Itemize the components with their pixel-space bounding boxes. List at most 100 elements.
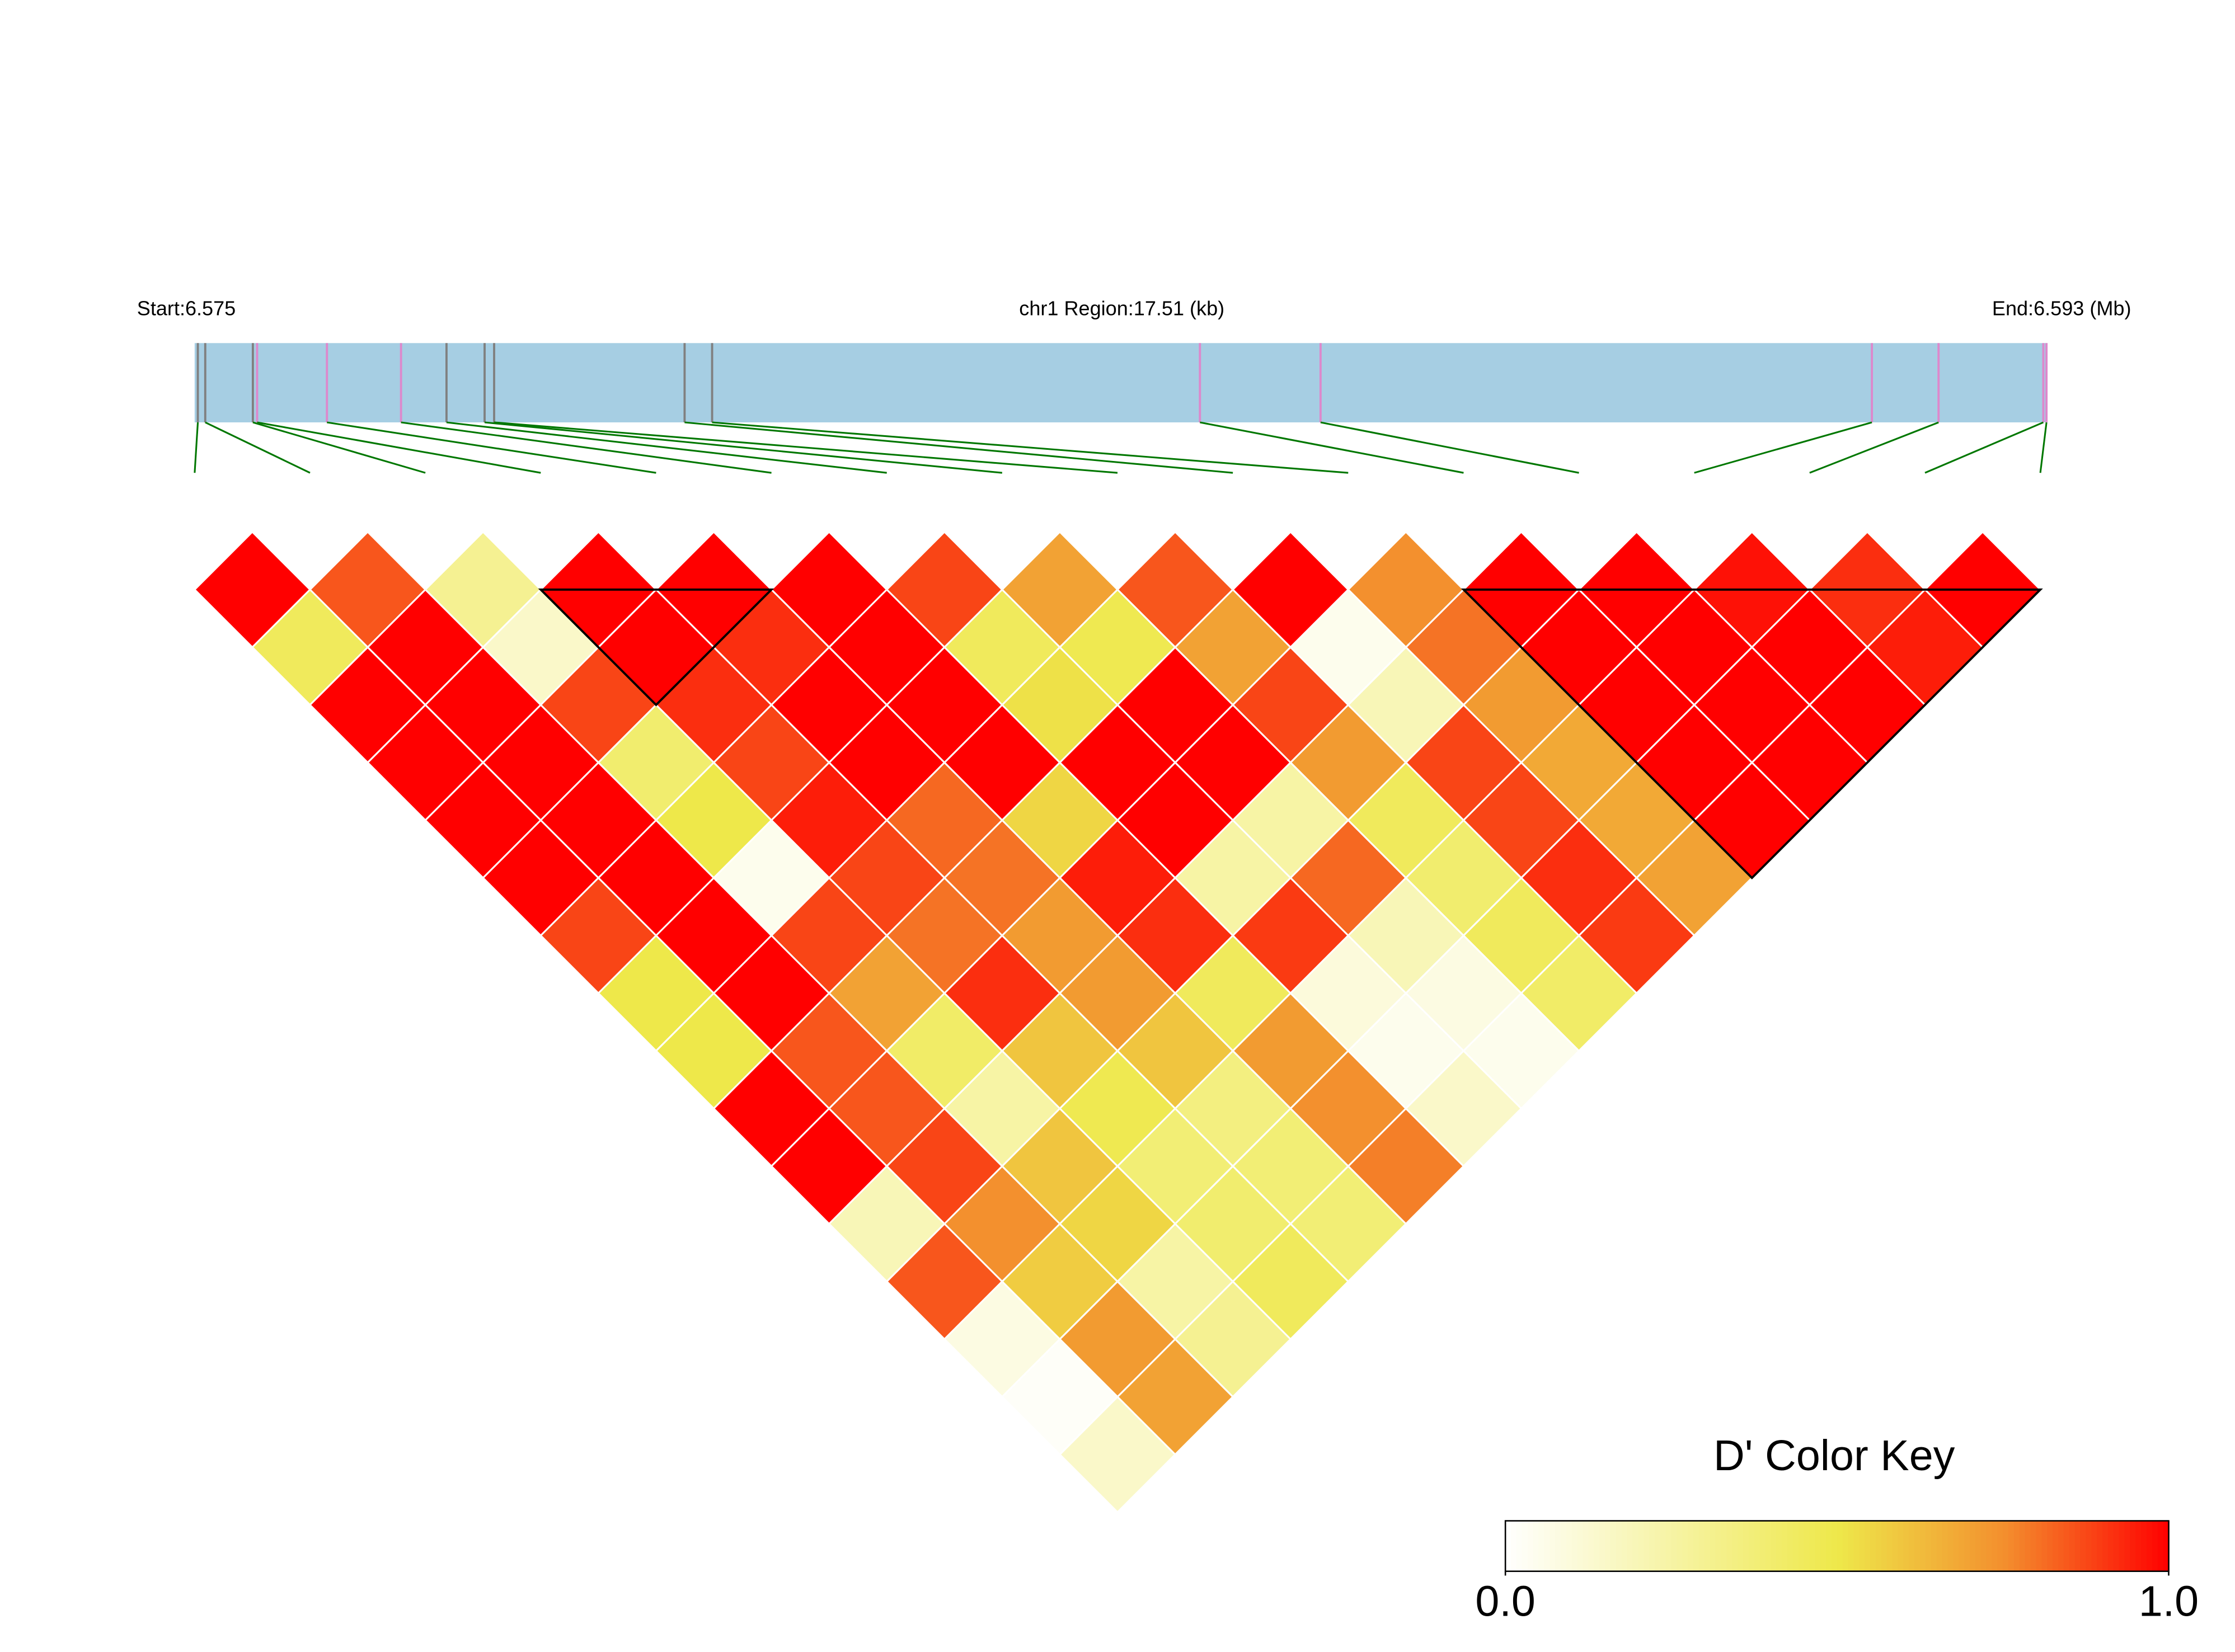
color-key-swatch [1831,1521,1838,1571]
color-key-swatch [1909,1521,1915,1571]
snp-link [1320,421,1579,474]
color-key-swatch [1660,1521,1666,1571]
color-key-swatch [1715,1521,1722,1571]
color-key-swatch [2036,1521,2043,1571]
color-key-swatch [1969,1521,1976,1571]
color-key-swatch [1505,1521,1512,1571]
color-key-swatch [2097,1521,2103,1571]
color-key-swatch [1538,1521,1545,1571]
color-key-swatch [1577,1521,1584,1571]
color-key-swatch [1875,1521,1882,1571]
snp-link [2039,422,2048,473]
color-key-swatch [2152,1521,2159,1571]
color-key-swatch [1654,1521,1661,1571]
color-key-swatch [1903,1521,1910,1571]
color-key-swatch [1964,1521,1971,1571]
color-key-swatch [1721,1521,1727,1571]
color-key-tick-label: 0.0 [1475,1577,1535,1625]
color-key-swatch [1688,1521,1694,1571]
color-key-swatch [1914,1521,1921,1571]
color-key-swatch [1704,1521,1711,1571]
color-key-swatch [2030,1521,2037,1571]
color-key-swatch [1571,1521,1578,1571]
snp-link [327,421,656,474]
color-key-swatch [1738,1521,1744,1571]
color-key-swatch [1594,1521,1600,1571]
color-key-swatch [2124,1521,2131,1571]
color-key-swatch [1919,1521,1927,1571]
color-key-swatch [1754,1521,1760,1571]
color-key-swatch [1560,1521,1567,1571]
color-key-swatch [1698,1521,1706,1571]
color-key-swatch [1853,1521,1860,1571]
color-key-swatch [1892,1521,1899,1571]
color-key-swatch [2013,1521,2021,1571]
color-key-swatch [1997,1521,2004,1571]
color-key-swatch [1959,1521,1965,1571]
color-key-swatch [1936,1521,1943,1571]
color-key-swatch [1665,1521,1672,1571]
color-key-swatch [2047,1521,2054,1571]
snp-link [1694,421,1872,474]
color-key-swatch [1865,1521,1871,1571]
snp-link [1200,421,1464,474]
color-key-swatch [1953,1521,1960,1571]
color-key-swatch [1782,1521,1788,1571]
color-key-swatch [1848,1521,1854,1571]
color-key-swatch [1787,1521,1794,1571]
color-key-swatch [1604,1521,1612,1571]
color-key-swatch [1759,1521,1766,1571]
color-key-swatch [2086,1521,2092,1571]
snp-link [401,421,772,474]
color-key-swatch [1942,1521,1948,1571]
color-key-swatch [1743,1521,1750,1571]
color-key-swatch [1931,1521,1937,1571]
color-key-swatch [2146,1521,2153,1571]
color-key-swatch [1792,1521,1799,1571]
color-key-swatch [1544,1521,1551,1571]
color-key-swatch [2080,1521,2087,1571]
color-key-frame [1504,1520,2170,1572]
color-key-swatch [1550,1521,1556,1571]
color-key-swatch [1820,1521,1827,1571]
snp-link [684,421,1233,474]
color-key-swatch [2053,1521,2059,1571]
color-key-swatch [1776,1521,1783,1571]
color-key-swatch [2003,1521,2009,1571]
start-label: Start:6.575 [137,297,236,320]
color-key-swatch [1516,1521,1523,1571]
color-key-swatch [1870,1521,1877,1571]
color-key-swatch [1566,1521,1572,1571]
color-key-swatch [1980,1521,1987,1571]
color-key-swatch [1992,1521,1998,1571]
color-key-swatch [1649,1521,1656,1571]
color-key-swatch [1765,1521,1772,1571]
color-key-swatch [1947,1521,1954,1571]
color-key-tick-label: 1.0 [2139,1577,2199,1625]
color-key-swatch [1898,1521,1904,1571]
snp-link [494,421,1118,474]
color-key-swatch [1644,1521,1650,1571]
color-key-swatch [2113,1521,2120,1571]
color-key-swatch [1726,1521,1733,1571]
color-key-swatch [1771,1521,1777,1571]
color-key-swatch [1682,1521,1689,1571]
color-key-swatch [1975,1521,1982,1571]
color-key-swatch [1859,1521,1866,1571]
snp-link [257,421,541,474]
color-key-swatch [2025,1521,2031,1571]
color-key-swatch [1986,1521,1993,1571]
color-key-swatch [2163,1521,2170,1571]
color-key-swatch [1837,1521,1843,1571]
color-key-swatch [1842,1521,1849,1571]
color-key-swatch [1677,1521,1683,1571]
snp-link [1809,421,1939,474]
color-key-swatch [1886,1521,1893,1571]
color-key-swatch [1826,1521,1833,1571]
color-key-swatch [2041,1521,2048,1571]
ld-block-outline [1461,588,2043,879]
color-key-swatch [1583,1521,1589,1571]
color-key-swatch [2157,1521,2164,1571]
color-key-swatch [1638,1521,1645,1571]
